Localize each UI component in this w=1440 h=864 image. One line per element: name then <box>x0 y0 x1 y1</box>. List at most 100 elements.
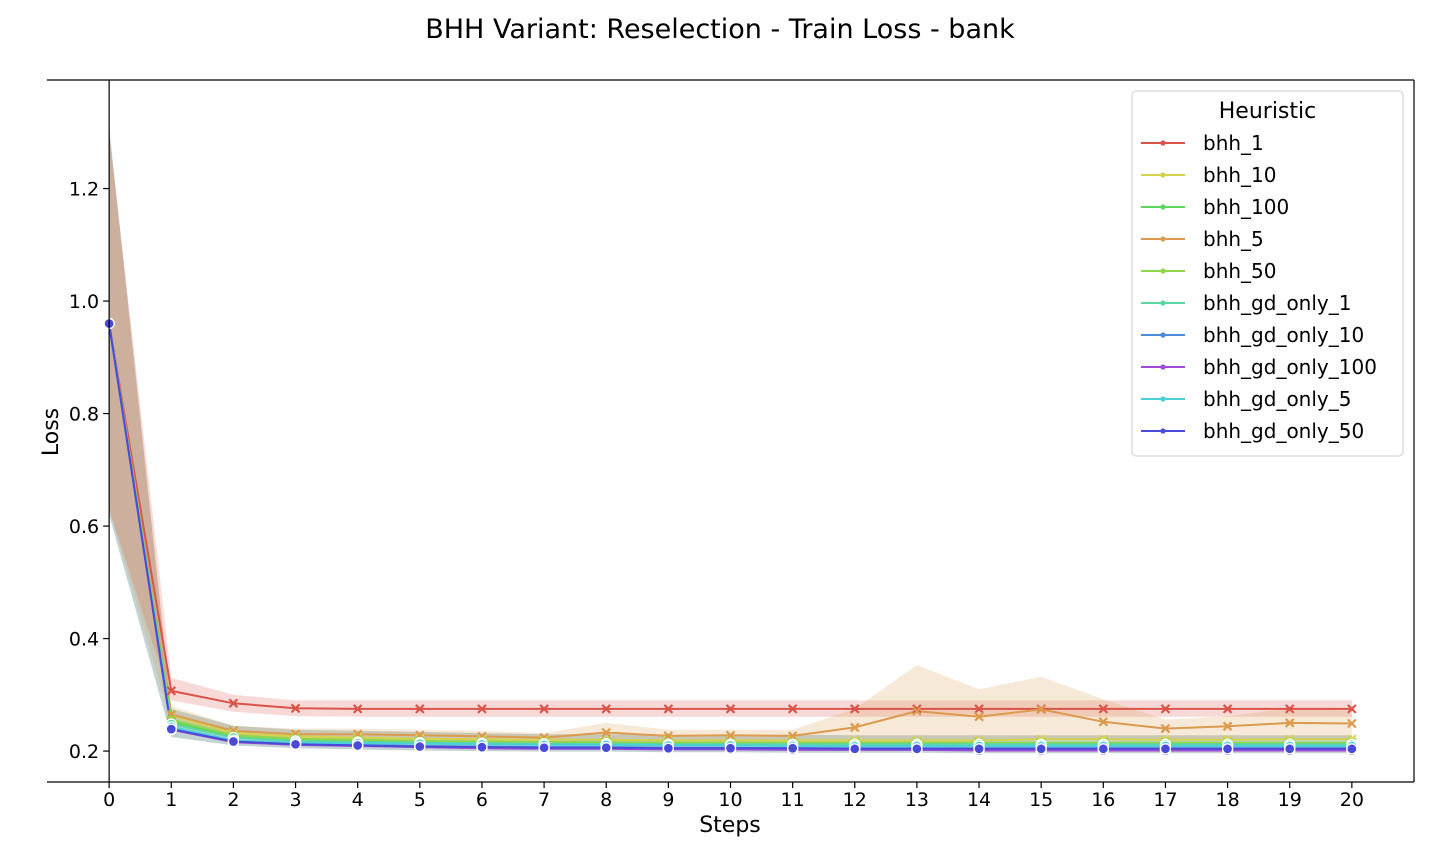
bhh_gd_only_50-point <box>538 742 550 754</box>
bhh_1-point <box>663 704 674 714</box>
legend-entry-label: bhh_gd_only_100 <box>1203 355 1377 379</box>
bhh_gd_only_50-point <box>1346 743 1358 755</box>
bhh_gd_only_50-point <box>165 723 177 735</box>
bhh_1-point <box>415 704 425 714</box>
y-tick-label: 0.6 <box>69 516 99 538</box>
bhh_gd_only_50-point <box>849 743 861 755</box>
bhh_5-point <box>912 706 922 716</box>
bhh_5-point <box>1347 718 1357 729</box>
x-tick-label: 13 <box>905 789 929 811</box>
x-tick-label: 15 <box>1029 789 1053 811</box>
bhh_gd_only_50-point <box>600 742 612 754</box>
bhh_1-point <box>228 698 239 709</box>
x-tick-label: 16 <box>1091 789 1115 811</box>
bhh_gd_only_50-point <box>724 742 737 754</box>
y-tick-label: 0.2 <box>69 741 99 763</box>
x-tick-label: 7 <box>538 789 550 811</box>
bhh_gd_only_50-point <box>786 742 799 754</box>
legend-swatch-marker <box>1160 300 1166 306</box>
legend-entry-label: bhh_1 <box>1203 131 1264 155</box>
bhh_1-point <box>912 704 922 714</box>
bhh_gd_only_50-point <box>289 738 302 750</box>
bhh_1-point <box>1098 704 1109 714</box>
x-tick-label: 1 <box>165 789 177 811</box>
bhh_5-point <box>974 711 984 722</box>
x-tick-label: 10 <box>718 789 742 811</box>
chart-title: BHH Variant: Reselection - Train Loss - … <box>425 14 1015 45</box>
bhh_5-point <box>1098 717 1109 727</box>
x-tick-label: 5 <box>414 789 426 811</box>
legend-title: Heuristic <box>1219 99 1316 124</box>
bhh_5-point <box>1284 718 1295 728</box>
y-tick-label: 0.4 <box>69 629 99 651</box>
legend-entry-label: bhh_gd_only_1 <box>1203 291 1351 315</box>
legend-entry-label: bhh_5 <box>1203 227 1264 251</box>
bhh_gd_only_50-point <box>1159 743 1172 755</box>
x-tick-label: 2 <box>227 789 239 811</box>
bhh_1-point <box>725 704 736 714</box>
legend: Heuristic bhh_1 bhh_10 bhh_100 bhh_5 bhh_50bh… <box>1131 90 1404 457</box>
legend-swatch-marker <box>1160 140 1166 146</box>
bhh_1-point <box>974 704 984 714</box>
x-tick-label: 3 <box>289 789 301 811</box>
legend-entry-label: bhh_gd_only_5 <box>1203 387 1351 411</box>
bhh_1-point <box>1222 704 1233 714</box>
legend-entry-label: bhh_50 <box>1203 259 1277 283</box>
bhh_5-point <box>1222 721 1233 732</box>
legend-entry-label: bhh_gd_only_10 <box>1203 323 1364 347</box>
y-tick-label: 0.8 <box>69 404 99 426</box>
bhh_5-point <box>849 722 860 733</box>
legend-entry-label: bhh_10 <box>1203 163 1277 187</box>
x-tick-label: 0 <box>103 789 115 811</box>
bhh_1-point <box>477 704 487 714</box>
bhh_gd_only_50-point <box>1284 743 1296 755</box>
series-markers <box>103 317 1358 757</box>
y-tick-label: 1.0 <box>69 291 99 313</box>
legend-swatch-marker <box>1160 236 1166 242</box>
bhh_gd_only_50-point <box>352 739 364 752</box>
bhh_5-point <box>601 727 612 738</box>
bhh_gd_only_50-point <box>227 735 240 748</box>
x-tick-label: 8 <box>600 789 612 811</box>
bhh_1-point <box>849 704 860 714</box>
x-tick-label: 9 <box>662 789 674 811</box>
bhh_gd_only_50-point <box>1097 743 1109 755</box>
legend-swatch-marker <box>1160 332 1166 338</box>
legend-swatch-marker <box>1160 428 1166 434</box>
y-axis-label: Loss <box>39 408 64 456</box>
bhh_1-point <box>1347 704 1357 714</box>
y-tick-label: 1.2 <box>69 179 99 201</box>
legend-swatch-marker <box>1160 396 1166 402</box>
bhh_gd_only_50-point <box>1035 743 1047 755</box>
x-tick-label: 19 <box>1278 789 1302 811</box>
x-tick-label: 6 <box>476 789 488 811</box>
bhh_1-point <box>539 704 549 714</box>
bhh_1-point <box>166 686 177 696</box>
x-tick-label: 18 <box>1215 789 1239 811</box>
bhh_5-point <box>1036 704 1046 715</box>
bhh_gd_only_50-point <box>973 743 985 755</box>
bhh_gd_only_50-point <box>414 740 426 753</box>
legend-swatch-marker <box>1160 268 1166 274</box>
bhh_5-point <box>725 730 736 741</box>
bhh_gd_only_50-point <box>1221 743 1234 755</box>
legend-swatch-marker <box>1160 172 1166 178</box>
bhh_gd_only_50-point <box>911 743 923 755</box>
bhh_gd_only_50-point <box>476 741 488 753</box>
bhh_1-point <box>787 704 798 714</box>
x-tick-label: 11 <box>781 789 805 811</box>
x-tick-label: 12 <box>843 789 867 811</box>
x-tick-label: 14 <box>967 789 991 811</box>
legend-swatch-marker <box>1160 204 1166 210</box>
legend-box <box>1131 90 1404 457</box>
bhh_1-point <box>290 703 301 714</box>
axes: 0 1 2 3 4 5 6 7 8 9 10 11 12 13 14 15 16 17 18 19 200.20.40.… <box>47 79 1415 811</box>
legend-entry-label: bhh_gd_only_50 <box>1203 419 1364 443</box>
bhh_1-point <box>601 704 612 714</box>
x-tick-label: 4 <box>352 789 364 811</box>
bhh_1-point <box>1160 704 1171 714</box>
bhh_5-point <box>1160 723 1171 734</box>
x-tick-label: 20 <box>1340 789 1364 811</box>
x-axis-label: Steps <box>699 813 761 838</box>
